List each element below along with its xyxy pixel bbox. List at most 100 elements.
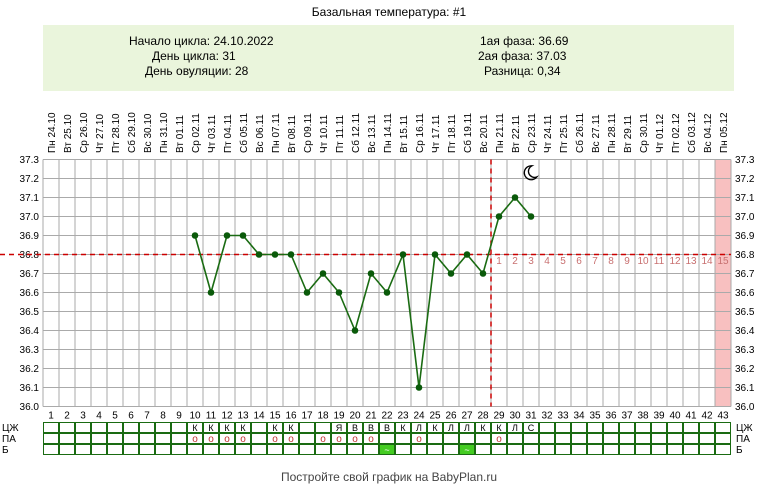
cycle-day-label: 35 [589,411,601,422]
cycle-day-label: 1 [48,411,54,422]
cycle-day-label: 41 [685,411,697,422]
row-cell [715,433,731,444]
cycle-summary-panel: Начало цикла: 24.10.2022 День цикла: 31 … [43,25,734,91]
temperature-point [239,232,247,239]
cycle-day-label: 15 [269,411,281,422]
row-cell [715,422,731,433]
row-cell [491,433,507,444]
date-label: Вт 25.10 [63,114,74,153]
date-label: Вт 29.11 [623,115,634,153]
pa-mark: о [208,434,214,445]
date-label: Вт 22.11 [511,115,522,153]
cz-mark: К [240,423,246,433]
row-cell [347,422,363,433]
row-cell [683,444,699,455]
date-label: Ср 02.11 [191,113,202,153]
cycle-day-label: 39 [653,411,665,422]
y-tick-label-left: 36.6 [20,288,40,299]
date-label: Чт 27.10 [95,114,106,153]
row-cell [315,433,331,444]
cz-mark: Л [512,423,518,433]
date-label: Вс 06.11 [255,114,266,153]
row-cell [235,433,251,444]
row-cell [43,422,59,433]
temperature-point [303,289,311,296]
cz-mark: Л [448,423,454,433]
row-cell [331,422,347,433]
date-label: Вт 15.11 [399,115,410,153]
date-label: Чт 24.11 [543,114,554,153]
b-mark-symbol: ~ [464,445,469,455]
cycle-day-label: 21 [365,411,377,422]
cycle-day-label: 4 [96,411,102,422]
cycle-day-label: 22 [381,411,393,422]
cycle-day-label: 8 [160,411,166,422]
row-cell [155,422,171,433]
cz-mark: К [272,423,278,433]
y-tick-label-right: 37.1 [735,193,755,204]
footer-text[interactable]: Постройте свой график на BabyPlan.ru [280,470,498,484]
cycle-day-label: 38 [637,411,649,422]
row-cell [43,444,59,455]
phase1-avg-text: 1ая фаза: 36.69 [480,34,569,48]
date-label: Сб 19.11 [462,113,474,153]
cycle-day-label: 33 [557,411,569,422]
row-cell [635,433,651,444]
row-cell [507,444,523,455]
row-cell [395,444,411,455]
y-tick-label-left: 36.3 [20,345,40,356]
phase2-day-label: 7 [592,256,598,267]
phase2-day-label: 9 [624,256,630,267]
row-cell [91,422,107,433]
cycle-day-label: 6 [128,411,134,422]
temperature-point [431,251,439,258]
pa-mark: о [368,434,374,445]
ovulation-day-text: День овуляции: 28 [145,64,249,78]
highlighted-day-column [715,159,731,407]
phase2-day-label: 5 [560,256,566,267]
date-label: Сб 29.10 [126,112,138,153]
cz-mark: В [352,423,358,433]
y-tick-label-left: 36.5 [20,307,40,318]
row-cell [587,422,603,433]
row-cell [571,422,587,433]
row-cell [235,444,251,455]
row-cell [699,422,715,433]
cz-mark: В [384,423,390,433]
row-cell [539,444,555,455]
date-label: Пн 31.10 [159,112,170,153]
pa-mark: о [320,434,326,445]
row-cell [203,444,219,455]
row-cell [331,433,347,444]
y-tick-label-left: 37.1 [20,193,40,204]
phase2-day-label: 8 [608,256,614,267]
date-label: Сб 12.11 [350,113,362,153]
cz-mark: Л [416,423,422,433]
row-cell [411,422,427,433]
cycle-day-label: 28 [477,411,489,422]
cycle-start-text: Начало цикла: 24.10.2022 [129,34,274,48]
row-cell [363,444,379,455]
row-cell [363,422,379,433]
y-tick-label-left: 36.2 [20,364,40,375]
row-cell [379,422,395,433]
cycle-day-label: 17 [301,411,313,422]
date-label: Ср 23.11 [527,113,538,153]
row-cell [715,444,731,455]
row-cell [411,444,427,455]
row-cell [235,422,251,433]
row-cell [251,422,267,433]
row-cell [555,444,571,455]
cycle-day-label: 16 [285,411,297,422]
cycle-day-label: 37 [621,411,633,422]
cycle-day-label: 11 [206,411,217,422]
date-label: Чт 01.12 [655,114,666,153]
cycle-day-label: 14 [253,411,265,422]
cz-mark: К [224,423,230,433]
temperature-point [255,251,263,258]
row-cell [171,444,187,455]
row-cell [475,422,491,433]
date-label: Вт 01.11 [175,115,186,153]
row-cell [443,422,459,433]
date-label: Пт 04.11 [223,114,234,153]
